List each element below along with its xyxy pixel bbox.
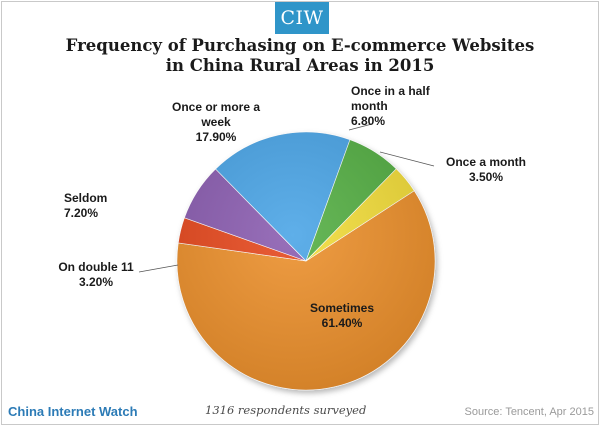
label-halfmonth-line-2: month — [351, 99, 388, 113]
label-sometimes-line-1: Sometimes — [309, 301, 375, 315]
label-sometimes: Sometimes 61.40% — [299, 301, 385, 331]
label-week-line-1: Once or more a — [171, 100, 261, 114]
leader-line-half-month — [348, 123, 373, 131]
label-seldom: Seldom 7.20% — [64, 191, 107, 221]
footer-source: Source: Tencent, Apr 2015 — [464, 406, 594, 418]
label-halfmonth-value: 6.80% — [351, 114, 386, 128]
chart-title: Frequency of Purchasing on E-commerce We… — [2, 36, 598, 76]
label-seldom-value: 7.20% — [64, 206, 99, 220]
chart-title-line-1: Frequency of Purchasing on E-commerce We… — [65, 36, 535, 55]
pie-shading — [177, 132, 435, 390]
label-month-value: 3.50% — [468, 170, 504, 184]
footer-respondents-note: 1316 respondents surveyed — [205, 403, 367, 417]
label-once-or-more-a-week: Once or more a week 17.90% — [170, 100, 262, 145]
footer-site-name: China Internet Watch — [8, 404, 138, 419]
leader-line-on-double-11 — [138, 264, 179, 273]
label-week-value: 17.90% — [195, 130, 237, 144]
label-week-line-2: week — [201, 115, 231, 129]
label-once-a-month: Once a month 3.50% — [440, 155, 532, 185]
label-seldom-line-1: Seldom — [64, 191, 108, 205]
ciw-logo: CIW — [275, 2, 329, 34]
label-once-in-a-half-month: Once in a half month 6.80% — [351, 84, 430, 129]
leader-line-once-a-month — [379, 151, 435, 167]
label-sometimes-value: 61.40% — [321, 316, 363, 330]
label-on-double-11: On double 11 3.20% — [50, 260, 142, 290]
label-month-line-1: Once a month — [445, 155, 526, 169]
label-halfmonth-line-1: Once in a half — [351, 84, 430, 98]
chart-title-line-2: in China Rural Areas in 2015 — [165, 56, 435, 75]
label-double11-line-1: On double 11 — [58, 260, 134, 274]
label-double11-value: 3.20% — [78, 275, 114, 289]
